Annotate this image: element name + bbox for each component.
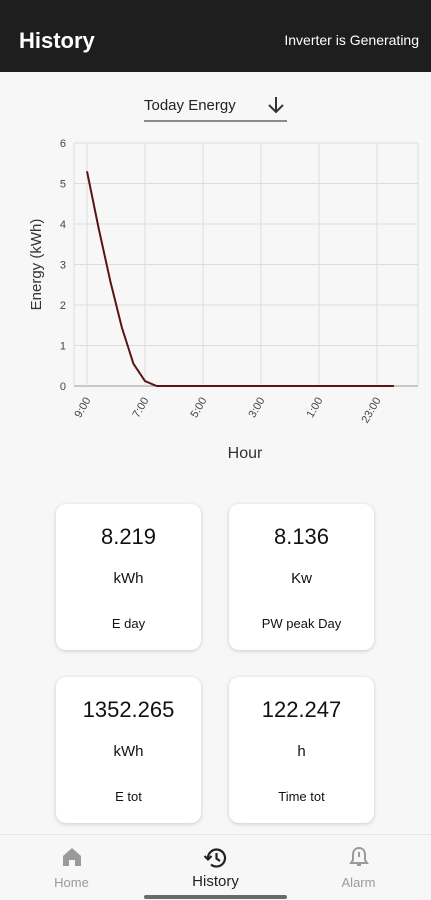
x-tick-label: 3:00 (246, 396, 267, 421)
y-tick-label: 3 (60, 260, 66, 272)
stat-unit: kWh (113, 743, 144, 760)
y-tick-label: 2 (60, 300, 66, 312)
stat-value: 1352.265 (82, 697, 175, 722)
nav-history[interactable]: History (144, 835, 287, 900)
nav-home[interactable]: Home (0, 835, 143, 900)
stat-unit: Kw (291, 570, 312, 587)
stat-unit: kWh (113, 570, 144, 587)
arrow-down-icon (265, 94, 287, 116)
stat-name: E day (111, 616, 146, 631)
x-tick-label: 9:00 (72, 396, 93, 421)
nav-alarm-label: Alarm (341, 875, 376, 890)
active-tab-indicator (144, 895, 287, 899)
x-tick-label: 23:00 (359, 396, 383, 426)
stat-card-pw-peak-day: 8.136 Kw PW peak Day (229, 504, 374, 650)
energy-series-line (86, 171, 394, 387)
stat-value: 122.247 (261, 697, 342, 722)
home-icon (0, 845, 143, 871)
y-tick-label: 1 (60, 341, 66, 353)
stat-card-e-day: 8.219 kWh E day (56, 504, 201, 650)
stat-card-e-tot: 1352.265 kWh E tot (56, 677, 201, 823)
stat-value: 8.136 (273, 524, 330, 549)
stat-name: PW peak Day (261, 616, 342, 631)
y-tick-label: 0 (60, 381, 66, 393)
dropdown-selected-label: Today Energy (144, 96, 236, 114)
bottom-navigation: Home History Alarm (0, 834, 431, 900)
bell-icon (287, 845, 430, 871)
stat-card-time-tot: 122.247 h Time tot (229, 677, 374, 823)
app-bar: History Inverter is Generating (0, 0, 431, 72)
y-tick-label: 5 (60, 179, 66, 191)
stat-value: 8.219 (100, 524, 157, 549)
y-tick-label: 4 (60, 219, 66, 231)
y-tick-label: 6 (60, 138, 66, 150)
stat-name: Time tot (278, 789, 325, 804)
history-icon (144, 845, 287, 871)
x-axis-title: Hour (228, 445, 263, 462)
energy-period-dropdown[interactable]: Today Energy (144, 90, 287, 122)
page-title: History (19, 28, 95, 53)
x-tick-label: 7:00 (130, 396, 151, 421)
nav-history-label: History (192, 873, 239, 890)
stat-unit: h (297, 743, 306, 760)
x-tick-label: 1:00 (304, 396, 325, 421)
nav-home-label: Home (54, 875, 89, 890)
nav-alarm[interactable]: Alarm (287, 835, 430, 900)
x-tick-label: 5:00 (188, 396, 209, 421)
inverter-status: Inverter is Generating (284, 32, 419, 48)
energy-line-chart: 0 1 2 3 4 5 6 9:00 7:00 5:00 3:00 1:00 23:00 Hour Ener… (28, 138, 419, 462)
stat-name: E tot (115, 789, 142, 804)
y-axis-title: Energy (kWh) (28, 219, 45, 311)
